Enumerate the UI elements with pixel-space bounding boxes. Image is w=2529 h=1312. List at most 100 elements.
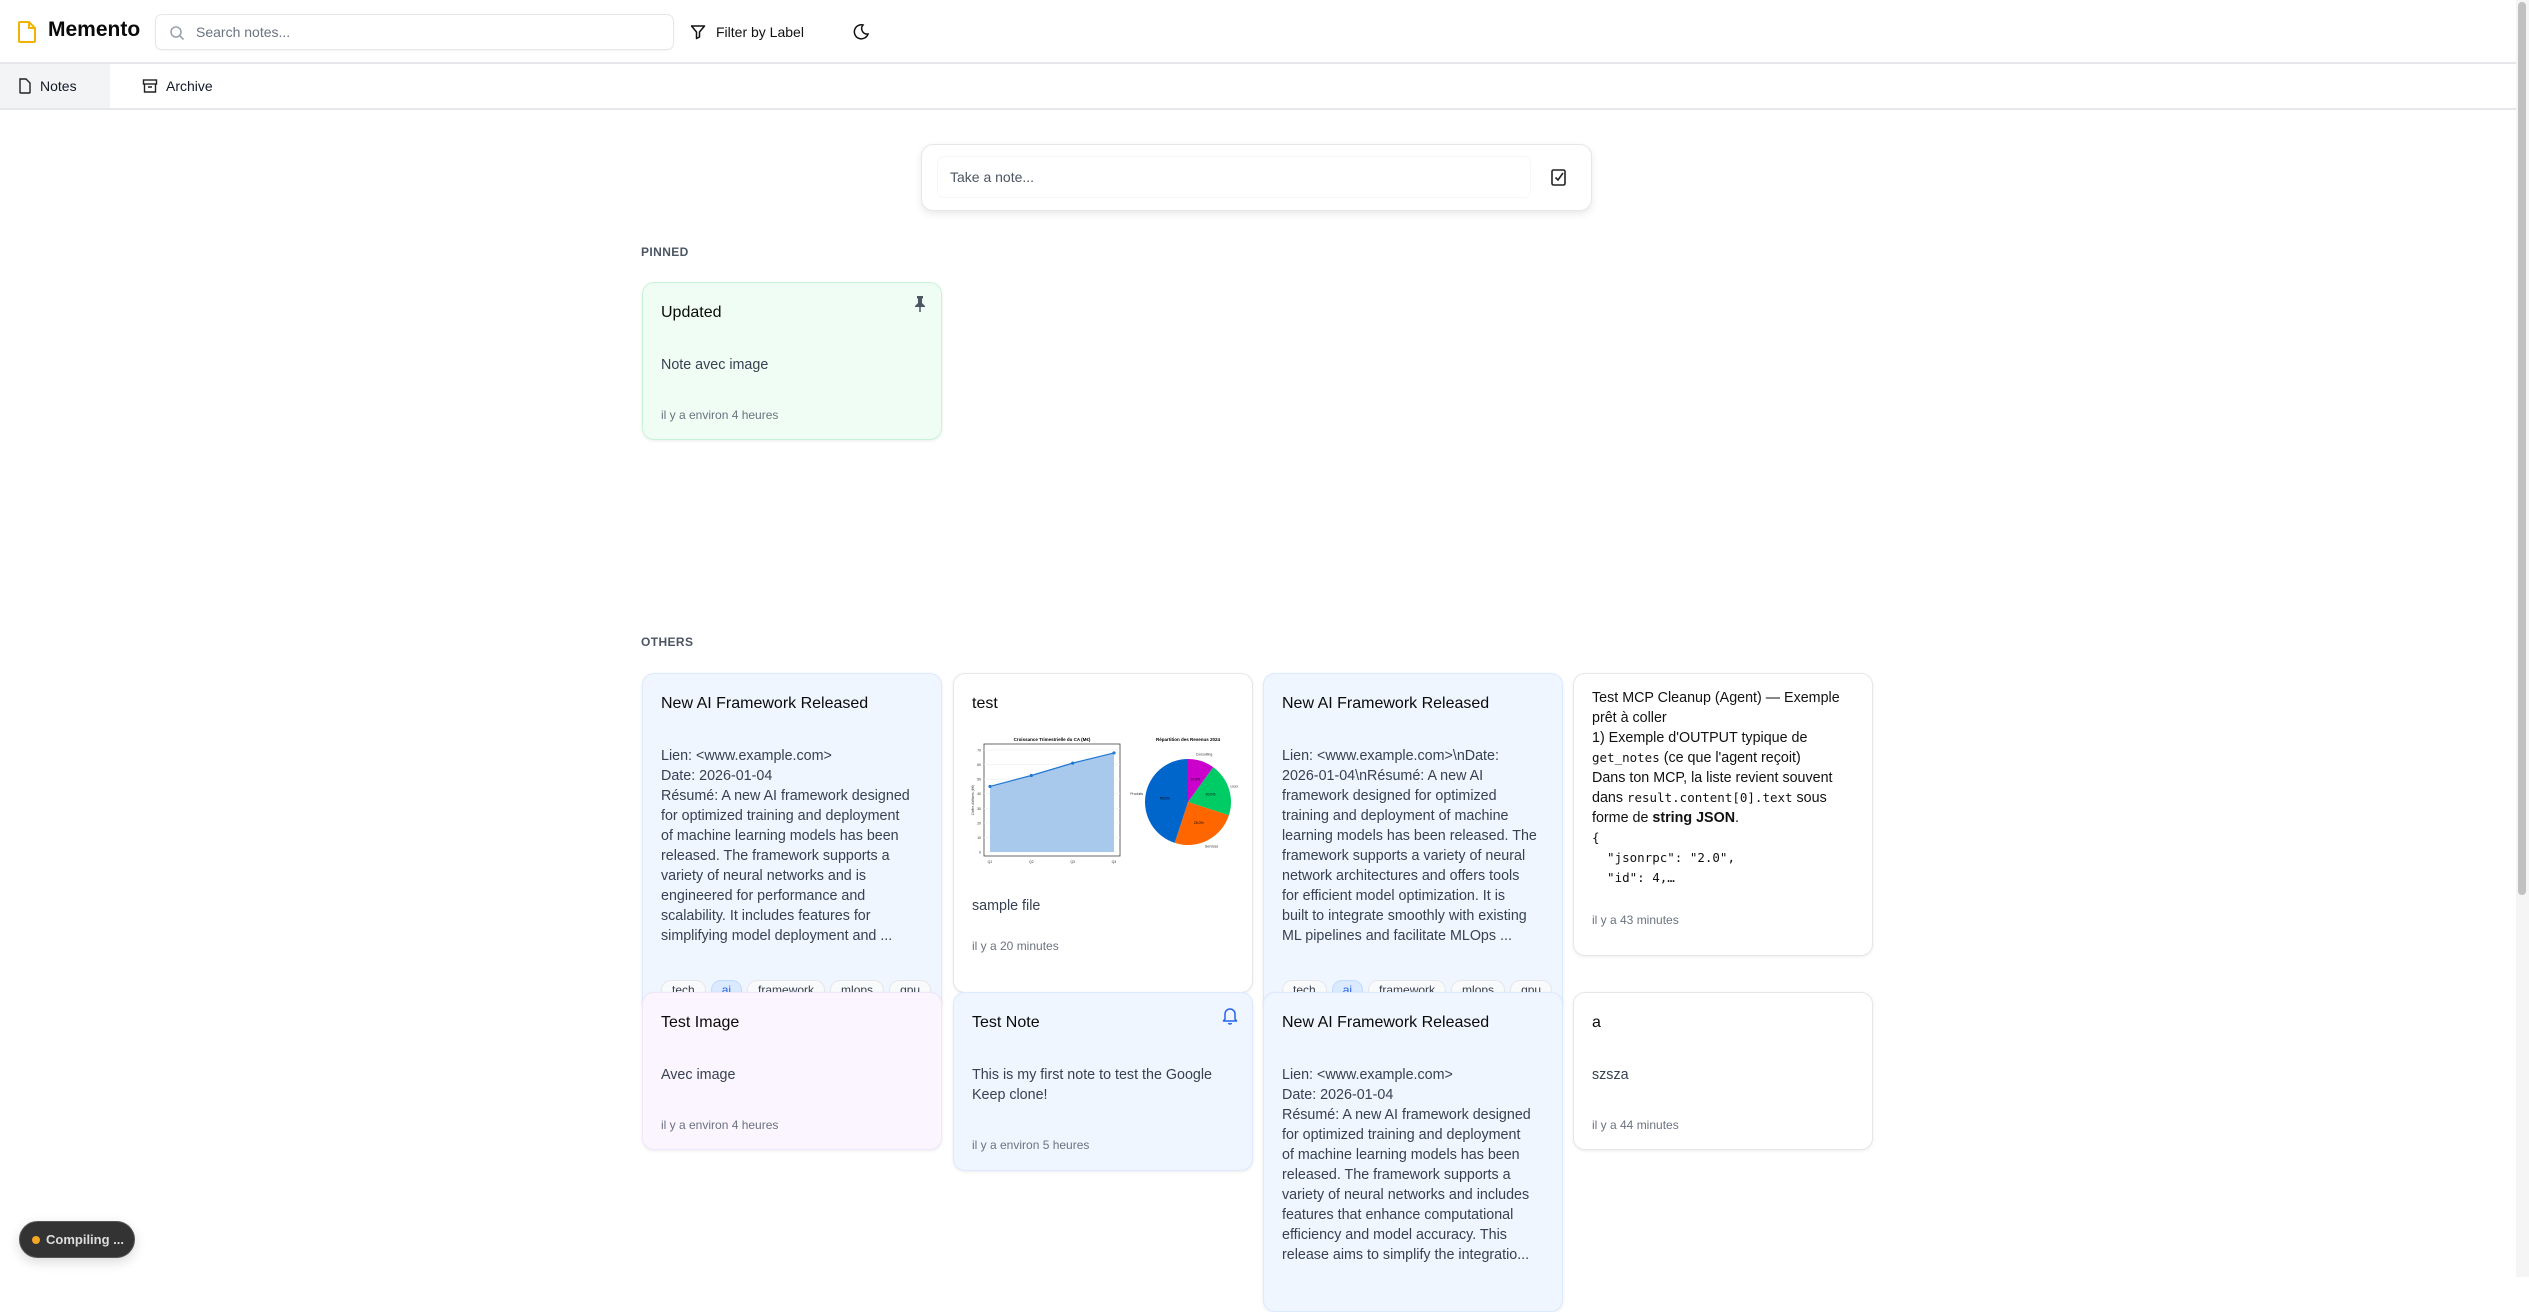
x-tick-label: Q1 — [988, 860, 993, 864]
note-card[interactable]: Test Image Avec image il y a environ 4 h… — [642, 992, 942, 1150]
note-composer[interactable] — [921, 144, 1592, 211]
y-tick-label: 0 — [979, 851, 981, 855]
others-section-heading: OTHERS — [641, 635, 694, 649]
data-point — [1071, 761, 1075, 765]
inline-code: result.content[0].text — [1626, 790, 1793, 805]
filter-label: Filter by Label — [716, 24, 804, 40]
note-timestamp: il y a 43 minutes — [1592, 913, 1679, 927]
filter-by-label-button[interactable]: Filter by Label — [690, 18, 804, 46]
pie-category-label: Services — [1205, 845, 1219, 849]
note-body: Lien: <www.example.com>\nDate: 2026-01-0… — [1282, 748, 1537, 944]
y-tick-label: 60 — [977, 763, 981, 767]
note-timestamp: il y a 20 minutes — [972, 939, 1059, 953]
y-tick-label: 30 — [977, 807, 981, 811]
app-title: Memento — [48, 18, 141, 41]
note-title: New AI Framework Released — [661, 695, 869, 712]
reminder-bell-icon[interactable] — [1222, 1007, 1238, 1025]
note-card[interactable]: New AI Framework Released Lien: <www.exa… — [1263, 673, 1563, 1013]
y-tick-label: 10 — [977, 836, 981, 840]
x-tick-label: Q3 — [1070, 860, 1075, 864]
chart-title: Croissance Trimestrielle du CA (M€) — [1014, 737, 1091, 742]
note-timestamp: il y a 44 minutes — [1592, 1118, 1679, 1132]
note-card[interactable]: test 0 10 20 30 40 50 60 70 Q1 Q2 Q3 Q4 Croissance T… — [953, 673, 1253, 993]
tab-notes[interactable]: Notes — [0, 64, 110, 108]
y-tick-label: 50 — [977, 778, 981, 782]
note-timestamp: il y a environ 5 heures — [972, 1138, 1090, 1152]
compiling-status-badge: Compiling ... — [19, 1221, 135, 1258]
note-text: (ce que l'agent reçoit) — [1659, 750, 1801, 766]
tab-archive-label: Archive — [166, 78, 213, 94]
note-body: This is my first note to test the Google… — [972, 1067, 1212, 1103]
inline-code: get_notes — [1592, 750, 1660, 765]
note-body: Lien: <www.example.com> Date: 2026-01-04… — [661, 748, 910, 944]
note-card-pinned[interactable]: Updated Note avec image il y a environ 4… — [642, 282, 942, 440]
pin-icon[interactable] — [913, 295, 927, 313]
tab-bar: Notes Archive — [0, 64, 2516, 110]
note-body: sample file — [972, 898, 1041, 914]
x-tick-label: Q4 — [1112, 860, 1117, 864]
note-text: Dans ton MCP, la liste revient souvent d… — [1592, 770, 1833, 806]
bold-text: string JSON — [1652, 810, 1736, 826]
note-card[interactable]: Test MCP Cleanup (Agent) — Exemple prêt … — [1573, 673, 1873, 956]
note-body: Note avec image — [661, 357, 769, 373]
pie-value-label: 25.0% — [1194, 821, 1204, 825]
note-title: Test Note — [972, 1014, 1040, 1031]
note-text: sous forme de — [1592, 790, 1827, 826]
search-box[interactable] — [155, 14, 674, 50]
note-title: Updated — [661, 304, 722, 321]
area-fill — [990, 752, 1114, 852]
note-card[interactable]: New AI Framework Released Lien: <www.exa… — [642, 673, 942, 1013]
new-checklist-icon[interactable] — [1550, 168, 1568, 188]
note-text: . — [1735, 810, 1740, 826]
note-timestamp: il y a environ 4 heures — [661, 408, 779, 422]
code-block: { "jsonrpc": "2.0", "id": 4,… — [1592, 830, 1735, 885]
data-point — [1029, 773, 1033, 778]
pie-slice — [1174, 802, 1229, 845]
scrollbar-thumb[interactable] — [2518, 2, 2526, 895]
note-timestamp: il y a environ 4 heures — [661, 1118, 779, 1132]
note-card[interactable]: New AI Framework Released Lien: <www.exa… — [1263, 992, 1563, 1312]
note-body-rich: Test MCP Cleanup (Agent) — Exemple prêt … — [1592, 688, 1854, 888]
pie-value-label: 20.0% — [1206, 793, 1216, 797]
take-a-note-input[interactable] — [938, 157, 1530, 197]
data-point — [1112, 751, 1116, 755]
series-line — [989, 752, 1115, 788]
pie-category-label: Consulting — [1196, 752, 1213, 756]
note-card[interactable]: Test Note This is my first note to test … — [953, 992, 1253, 1171]
note-body: Avec image — [661, 1067, 736, 1083]
pie-slice — [1188, 767, 1231, 816]
note-logo-icon — [18, 21, 36, 43]
data-point — [988, 784, 992, 789]
note-title: New AI Framework Released — [1282, 1014, 1490, 1031]
y-axis-label: Chiffre d'affaires (M€) — [971, 785, 975, 815]
search-input[interactable] — [196, 21, 656, 43]
archive-icon — [142, 79, 158, 93]
filter-icon — [690, 25, 706, 40]
tab-archive[interactable]: Archive — [124, 64, 231, 108]
y-tick-label: 70 — [977, 749, 981, 753]
pie-slice — [1145, 759, 1188, 843]
search-icon — [170, 26, 185, 41]
note-text: 1) Exemple d'OUTPUT typique de — [1592, 730, 1808, 746]
note-body: Lien: <www.example.com> Date: 2026-01-04… — [1282, 1067, 1531, 1263]
pie-category-label: Produits — [1130, 792, 1143, 796]
y-tick-label: 40 — [977, 792, 981, 796]
note-line: Test MCP Cleanup (Agent) — Exemple prêt … — [1592, 690, 1840, 726]
status-dot-icon — [32, 1235, 40, 1244]
note-title: Test Image — [661, 1014, 740, 1031]
x-tick-label: Q2 — [1029, 860, 1034, 864]
note-image-charts: 0 10 20 30 40 50 60 70 Q1 Q2 Q3 Q4 Croissance Trimes… — [971, 737, 1238, 864]
pie-value-label: 10.0% — [1190, 778, 1200, 782]
note-card[interactable]: a szsza il y a 44 minutes — [1573, 992, 1873, 1150]
app-header: Memento Filter by Label — [0, 0, 2516, 64]
note-title: a — [1592, 1014, 1601, 1031]
pie-category-label: Licences — [1231, 785, 1238, 789]
compiling-label: Compiling ... — [46, 1232, 124, 1247]
pie-slice — [1188, 759, 1214, 802]
tab-notes-label: Notes — [40, 78, 77, 94]
note-title: New AI Framework Released — [1282, 695, 1490, 712]
note-title: test — [972, 695, 998, 712]
dark-mode-toggle-moon-icon[interactable] — [851, 22, 871, 42]
note-icon — [19, 78, 31, 94]
pinned-section-heading: PINNED — [641, 245, 689, 259]
